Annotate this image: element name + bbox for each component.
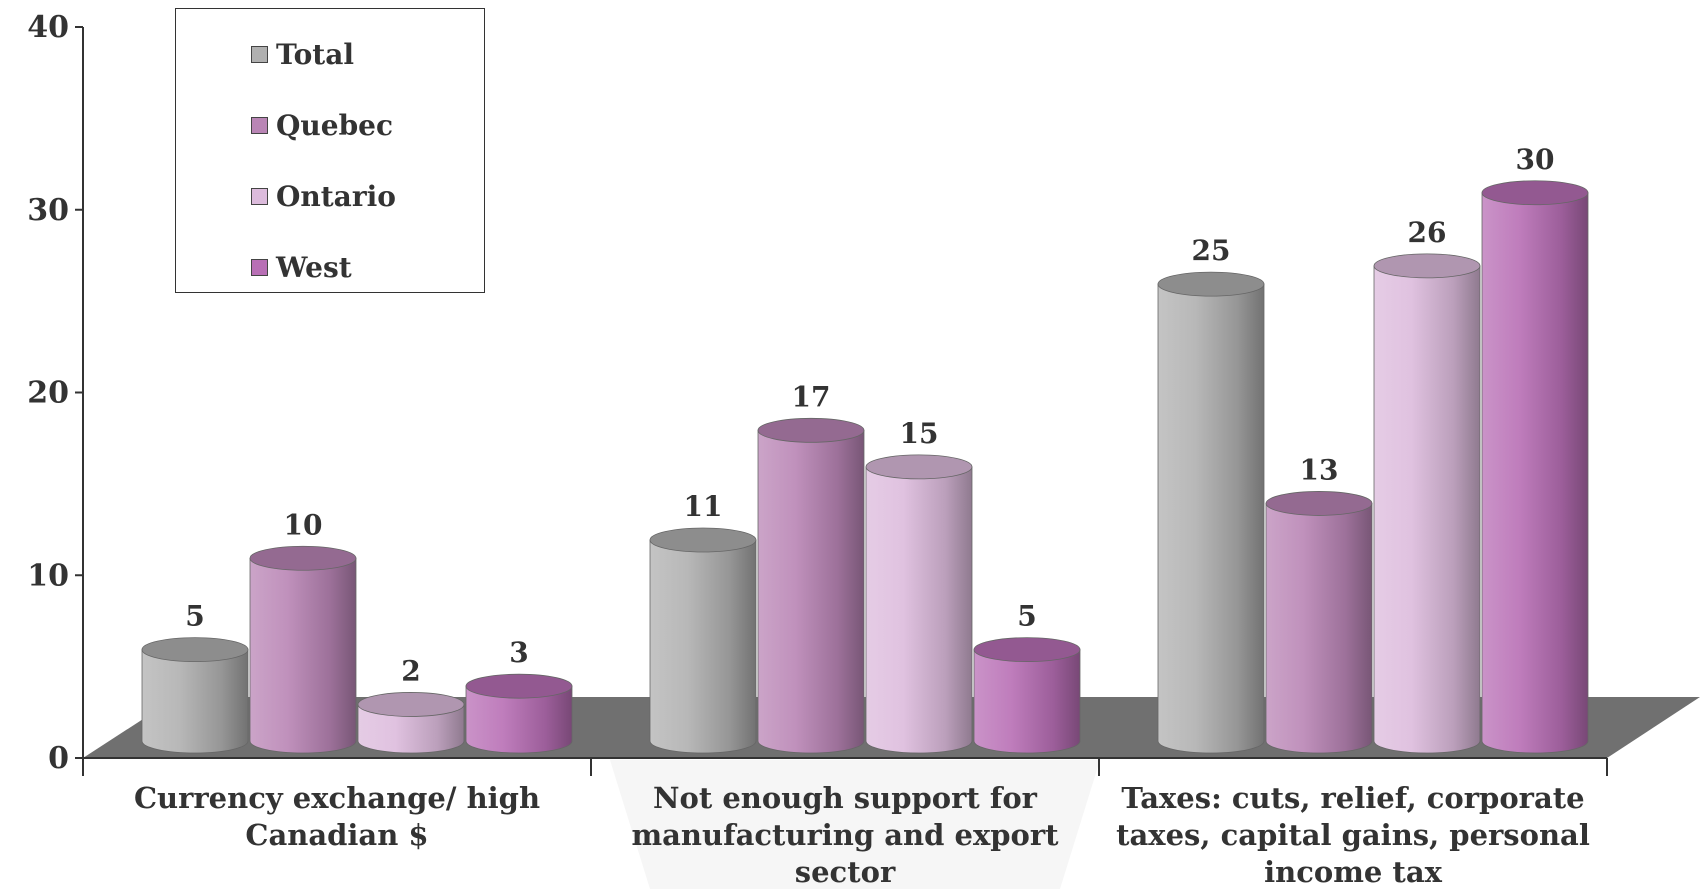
x-category-label-line: income tax — [1264, 855, 1443, 889]
data-label: 26 — [1408, 216, 1447, 249]
legend-label-total: Total — [276, 37, 355, 71]
y-tick-label: 20 — [27, 376, 69, 411]
bar-top — [1481, 180, 1589, 206]
bar-west — [465, 673, 573, 754]
legend-swatch-quebec — [251, 116, 268, 134]
x-category-label: Currency exchange/ high Canadian $ — [134, 781, 540, 852]
x-category-label-line: sector — [795, 855, 896, 889]
bar-top — [1157, 271, 1265, 297]
bar-top — [649, 527, 757, 553]
data-label: 10 — [284, 508, 323, 541]
data-label: 17 — [792, 380, 831, 413]
x-category-label: Taxes: cuts, relief, corporate taxes, cap… — [1116, 781, 1590, 889]
bar-top — [249, 545, 357, 571]
axes: 0 10 20 30 40 Currency exchange/ high Canadian… — [27, 10, 1608, 889]
bar-top — [973, 637, 1081, 663]
legend: Total Quebec Ontario West — [175, 8, 485, 293]
bar-total — [1157, 271, 1265, 754]
bar-west — [1481, 180, 1589, 754]
x-category-label-line: Currency exchange/ high — [134, 781, 540, 815]
bar-body — [465, 685, 573, 754]
y-tick-label: 30 — [27, 193, 69, 228]
bar-body — [865, 466, 973, 754]
bar-top — [757, 417, 865, 443]
bar-top — [1265, 491, 1373, 516]
legend-swatch-total — [251, 45, 268, 63]
bar-body — [1157, 283, 1265, 754]
bars — [141, 180, 1589, 754]
data-label: 5 — [1017, 600, 1036, 633]
bar-body — [1265, 503, 1373, 754]
bar-top — [865, 454, 973, 480]
bar-total — [649, 527, 757, 754]
x-category-label-line: taxes, capital gains, personal — [1116, 818, 1590, 852]
bar-body — [357, 704, 465, 754]
bar-body — [757, 429, 865, 754]
watermark-shape — [610, 760, 1100, 889]
legend-swatch-west — [251, 258, 268, 276]
x-category-label: Not enough support for manufacturing and … — [631, 781, 1059, 889]
bar-top — [465, 673, 573, 699]
bar-total — [141, 637, 249, 754]
x-category-label-line: Canadian $ — [245, 818, 428, 852]
legend-item-ontario: Ontario — [251, 180, 396, 213]
legend-item-quebec: Quebec — [251, 109, 393, 142]
legend-label-west: West — [276, 250, 352, 284]
y-tick-label: 40 — [27, 10, 69, 45]
bar-body — [1373, 265, 1481, 754]
legend-label-quebec: Quebec — [276, 108, 394, 142]
x-category-label-line: manufacturing and export — [631, 818, 1059, 852]
bar-body — [1481, 192, 1589, 754]
data-label: 11 — [684, 490, 723, 523]
legend-item-total: Total — [251, 38, 354, 71]
y-tick-label: 10 — [27, 558, 69, 593]
bar-top — [357, 692, 465, 717]
bar-body — [249, 557, 357, 754]
y-tick-label: 0 — [48, 741, 69, 776]
data-label: 3 — [509, 636, 528, 669]
bar-body — [973, 649, 1081, 754]
legend-label-ontario: Ontario — [276, 179, 396, 213]
bar-top — [141, 637, 249, 663]
data-label: 5 — [185, 600, 204, 633]
bar-quebec — [249, 545, 357, 754]
data-label: 2 — [401, 654, 420, 687]
x-category-label-line: Taxes: cuts, relief, corporate — [1121, 781, 1584, 815]
data-label: 15 — [900, 417, 939, 450]
bar-ontario — [865, 454, 973, 754]
data-label: 25 — [1192, 234, 1231, 267]
x-category-label-line: Not enough support for — [653, 781, 1038, 815]
legend-item-west: West — [251, 251, 352, 284]
bar-body — [649, 539, 757, 754]
data-label: 13 — [1300, 453, 1339, 486]
bar-quebec — [1265, 491, 1373, 754]
bar-quebec — [757, 417, 865, 754]
bar-ontario — [1373, 253, 1481, 754]
bar-west — [973, 637, 1081, 754]
bar-top — [1373, 253, 1481, 279]
data-label: 30 — [1516, 143, 1555, 176]
legend-swatch-ontario — [251, 187, 268, 205]
bar-ontario — [357, 692, 465, 754]
bar-body — [141, 649, 249, 754]
data-labels: 5 10 2 3 11 17 15 5 25 13 26 30 — [185, 143, 1554, 688]
